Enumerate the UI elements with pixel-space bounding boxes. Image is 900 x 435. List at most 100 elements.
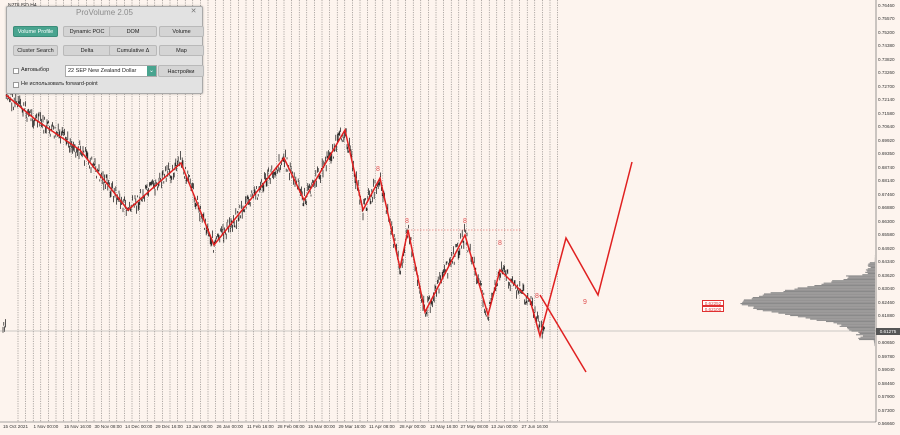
profile-bar: [859, 339, 875, 341]
time-tick-label: 14 Dec 00:00: [125, 424, 153, 429]
profile-bar: [794, 288, 875, 290]
profile-bar: [771, 311, 875, 313]
instrument-select[interactable]: 22 SEP New Zealand Dollar ⌄: [65, 65, 157, 77]
price-tick-label: 0.73820: [878, 56, 895, 62]
profile-bar: [785, 313, 875, 315]
profile-bar: [814, 285, 875, 287]
time-tick-label: 30 Nov 08:00: [94, 424, 122, 429]
provolume-panel: ProVolume 2.05 ✕ Volume Profile Dynamic …: [6, 6, 204, 94]
time-tick-label: 11 Apr 08:00: [369, 424, 395, 429]
profile-bar: [846, 327, 875, 329]
price-tick-label: 0.66880: [878, 205, 895, 211]
time-tick-label: 27 Jun 16:00: [521, 424, 549, 429]
profile-bar: [743, 299, 875, 301]
time-tick-label: 29 Mar 16:00: [338, 424, 366, 429]
time-tick-label: 12 May 16:00: [430, 424, 458, 429]
profile-bar: [862, 335, 875, 337]
profile-bar: [783, 291, 875, 293]
volume-button[interactable]: Volume: [159, 26, 204, 37]
cluster-search-button[interactable]: Cluster Search: [13, 45, 58, 56]
wave-label: 8: [405, 218, 409, 225]
price-tick-label: 0.66300: [878, 218, 895, 224]
profile-bar: [865, 269, 875, 271]
panel-title-text: ProVolume 2.05: [76, 8, 133, 17]
profile-bar: [762, 294, 875, 296]
wave-label: 9: [583, 299, 587, 306]
level-tag-1: 0.62252: [702, 300, 724, 306]
profile-bar: [810, 318, 875, 320]
profile-bar: [784, 289, 875, 291]
profile-bar: [867, 268, 875, 270]
map-button[interactable]: Map: [159, 45, 204, 56]
cumulative-delta-button[interactable]: Cumulative Δ: [109, 45, 157, 56]
profile-bar: [847, 328, 875, 330]
wave-label: 8: [463, 218, 467, 225]
chevron-down-icon[interactable]: ⌄: [147, 66, 156, 76]
profile-bar: [849, 329, 875, 331]
profile-bar: [756, 309, 875, 311]
price-tick-label: 0.63040: [878, 286, 895, 292]
profile-bar: [821, 283, 875, 285]
forward-point-checkbox[interactable]: [13, 82, 19, 88]
dom-button[interactable]: DOM: [109, 26, 157, 37]
price-tick-label: 0.56660: [878, 421, 895, 426]
time-tick-label: 15 Mar 00:00: [308, 424, 336, 429]
profile-bar: [805, 317, 875, 319]
profile-bar: [751, 298, 875, 300]
profile-bar: [873, 340, 875, 342]
level-tag-2: 0.62100: [702, 306, 724, 312]
profile-bar: [816, 319, 875, 321]
profile-bar: [741, 304, 875, 306]
dynamic-poc-button[interactable]: Dynamic POC: [63, 26, 111, 37]
profile-bar: [867, 270, 875, 272]
price-tick-label: 0.64340: [878, 259, 895, 265]
price-tick-label: 0.75200: [878, 29, 895, 35]
delta-button[interactable]: Delta: [63, 45, 111, 56]
price-tick-label: 0.72700: [878, 83, 895, 89]
close-icon[interactable]: ✕: [190, 8, 197, 15]
price-tick-label: 0.65580: [878, 232, 895, 238]
price-tick-label: 0.75570: [878, 16, 895, 22]
profile-bar: [841, 324, 875, 326]
price-tick-label: 0.60650: [878, 340, 895, 346]
profile-bar: [753, 306, 875, 308]
price-tick-label: 0.57900: [878, 394, 895, 400]
auto-select-checkbox[interactable]: [13, 68, 19, 74]
profile-bar: [797, 316, 875, 318]
profile-bar: [740, 303, 875, 305]
wave-label: 8: [535, 293, 539, 300]
current-price-tag: 0.61275: [876, 328, 900, 335]
settings-button[interactable]: Настройки: [158, 65, 204, 77]
time-tick-label: 26 Jan 00:00: [216, 424, 244, 429]
price-tick-label: 0.74380: [878, 43, 895, 49]
price-tick-label: 0.76460: [878, 3, 895, 8]
time-tick-label: 13 Jun 00:00: [491, 424, 518, 429]
price-tick-label: 0.69350: [878, 151, 895, 157]
profile-bar: [832, 280, 875, 282]
price-tick-label: 0.62460: [878, 299, 895, 305]
profile-bar: [839, 325, 875, 327]
profile-bar: [807, 286, 875, 288]
price-tick-label: 0.73260: [878, 70, 895, 76]
profile-bar: [831, 281, 875, 283]
profile-bar: [846, 275, 875, 277]
profile-bar: [742, 301, 875, 303]
panel-title: ProVolume 2.05 ✕: [7, 7, 202, 19]
profile-bar: [862, 274, 875, 276]
profile-bar: [865, 271, 875, 273]
auto-select-label: Автовыбор: [21, 67, 50, 73]
profile-bar: [868, 263, 875, 265]
volume-profile-button[interactable]: Volume Profile: [13, 26, 58, 37]
profile-bar: [752, 297, 875, 299]
price-series: [2, 88, 545, 339]
time-tick-label: 1 Nov 00:00: [33, 424, 59, 429]
profile-bar: [867, 273, 875, 275]
profile-bar: [790, 315, 875, 317]
time-tick-label: 15 Oct 2021: [3, 424, 29, 429]
price-tick-label: 0.68140: [878, 178, 895, 184]
price-tick-label: 0.72140: [878, 97, 895, 103]
volume-profile: [740, 255, 875, 347]
time-tick-label: 27 May 08:00: [460, 424, 489, 429]
profile-bar: [770, 292, 875, 294]
elliott-wave-alt-line: [539, 294, 587, 373]
